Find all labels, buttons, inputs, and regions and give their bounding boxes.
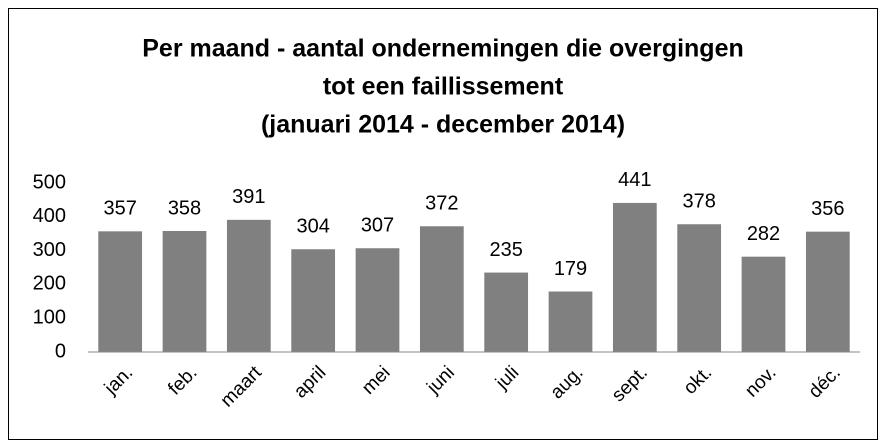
data-label: 391 — [232, 186, 265, 208]
bar — [612, 202, 657, 352]
chart-title: tot een faillissement — [323, 73, 564, 101]
y-tick-label: 0 — [55, 340, 66, 362]
data-label: 235 — [489, 239, 522, 261]
y-tick-label: 300 — [33, 239, 66, 261]
data-label: 357 — [103, 198, 136, 220]
bar — [805, 231, 850, 352]
bar — [419, 226, 464, 352]
bar — [162, 230, 207, 352]
data-label: 441 — [618, 169, 651, 191]
data-label: 179 — [554, 258, 587, 280]
chart-border — [8, 8, 878, 440]
bar — [484, 272, 529, 352]
data-label: 372 — [425, 193, 458, 215]
y-tick-label: 500 — [33, 171, 66, 193]
bar — [355, 248, 400, 352]
bar — [677, 224, 722, 352]
y-tick-label: 400 — [33, 205, 66, 227]
y-tick-label: 200 — [33, 273, 66, 295]
data-label: 356 — [811, 198, 844, 220]
data-label: 282 — [747, 223, 780, 245]
y-tick-label: 100 — [33, 306, 66, 328]
data-label: 358 — [168, 197, 201, 219]
chart-title: (januari 2014 - december 2014) — [261, 111, 625, 139]
bar — [741, 256, 786, 352]
bar — [291, 249, 336, 352]
data-label: 304 — [296, 216, 329, 238]
data-label: 378 — [682, 191, 715, 213]
bar — [98, 231, 143, 352]
bar — [548, 291, 593, 352]
data-label: 307 — [361, 215, 394, 237]
chart-title: Per maand - aantal ondernemingen die ove… — [142, 35, 744, 63]
bar — [226, 219, 271, 352]
